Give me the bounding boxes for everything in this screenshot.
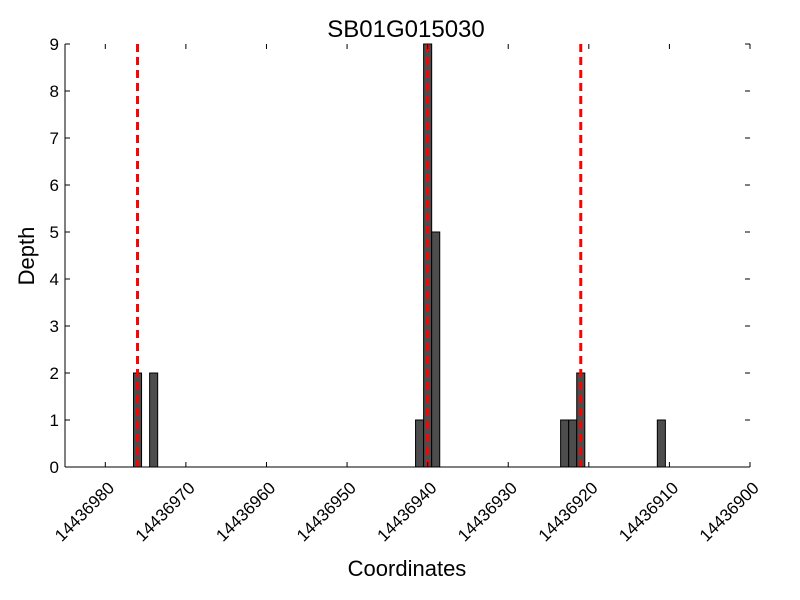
bars-group (133, 43, 666, 468)
chart-title: SB01G015030 (327, 16, 484, 43)
x-axis-label: Coordinates (348, 556, 467, 581)
x-tick-label: 14436960 (212, 478, 279, 545)
y-tick-label: 8 (50, 82, 59, 101)
x-tick-label: 14436980 (51, 478, 118, 545)
y-tick-label: 2 (50, 364, 59, 383)
x-tick-label: 14436970 (132, 478, 199, 545)
bar (560, 419, 570, 468)
y-ticks-group: 0 1 2 3 4 5 6 7 8 9 (50, 35, 750, 477)
y-tick-label: 5 (50, 223, 59, 242)
y-tick-label: 9 (50, 35, 59, 54)
bar (656, 419, 666, 468)
x-tick-label: 14436950 (293, 478, 360, 545)
x-tick-label: 14436900 (696, 478, 763, 545)
x-tick-label: 14436940 (374, 478, 441, 545)
y-tick-label: 4 (50, 270, 59, 289)
x-tick-label: 14436930 (454, 478, 521, 545)
y-tick-label: 3 (50, 317, 59, 336)
y-tick-label: 7 (50, 129, 59, 148)
y-tick-label: 0 (50, 458, 59, 477)
y-axis-label: Depth (14, 227, 39, 286)
reference-lines-group (136, 44, 583, 467)
x-tick-label: 14436910 (615, 478, 682, 545)
bar (415, 419, 425, 468)
x-ticks-group: 14436980 14436970 14436960 14436950 14436940… (51, 44, 763, 545)
bar (431, 231, 441, 468)
y-tick-label: 1 (50, 411, 59, 430)
bar (149, 372, 159, 468)
bar (568, 419, 578, 468)
y-tick-label: 6 (50, 176, 59, 195)
x-tick-label: 14436920 (535, 478, 602, 545)
